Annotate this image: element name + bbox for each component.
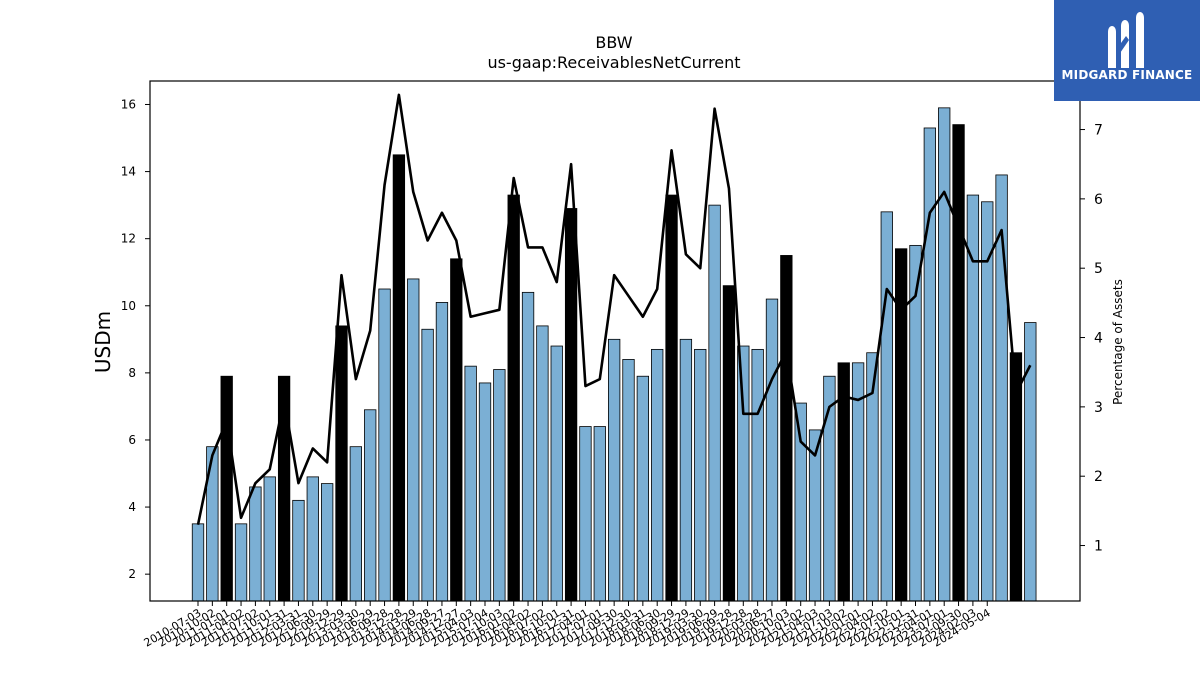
- bar: [421, 328, 434, 602]
- bar: [450, 258, 463, 602]
- bar: [880, 211, 893, 602]
- brand-mark-icon: [1108, 12, 1144, 68]
- bar: [722, 285, 736, 602]
- bar: [335, 325, 348, 602]
- bar: [665, 194, 678, 602]
- bar: [751, 348, 764, 602]
- bar: [478, 382, 492, 602]
- y2-tick-label: 3: [1094, 400, 1103, 416]
- bar: [593, 426, 606, 602]
- bar: [579, 426, 592, 602]
- plot-frame: [149, 80, 1081, 602]
- bar: [464, 365, 477, 602]
- bar: [435, 302, 449, 602]
- bar: [392, 154, 406, 602]
- chart-title: BBW: [595, 33, 632, 52]
- y2-axis-label: Percentage of Assets: [1111, 279, 1125, 405]
- y2-tick-label: 6: [1094, 192, 1103, 208]
- y-tick-label: 2: [128, 567, 136, 581]
- bar: [923, 127, 936, 602]
- bar: [234, 523, 248, 602]
- bar: [550, 345, 563, 602]
- bar: [306, 476, 319, 602]
- y-tick-label: 14: [121, 165, 136, 179]
- y-axis: 2 4 6 8 10 12 14 16: [121, 97, 150, 581]
- bar: [320, 483, 334, 602]
- bar: [1024, 322, 1037, 602]
- y-tick-label: 8: [128, 366, 136, 380]
- y-tick-label: 6: [128, 433, 136, 447]
- y2-tick-label: 2: [1094, 469, 1103, 485]
- bar: [694, 348, 707, 602]
- bar: [636, 375, 649, 602]
- bar: [349, 446, 363, 602]
- bar: [952, 124, 965, 602]
- bar: [263, 476, 276, 602]
- bar: [191, 523, 205, 602]
- y-tick-label: 16: [121, 97, 136, 111]
- bar: [364, 409, 377, 602]
- bar: [608, 338, 621, 602]
- percentage-line: [196, 93, 1032, 525]
- y-tick-label: 10: [121, 299, 136, 313]
- y2-tick-label: 1: [1094, 539, 1103, 555]
- bar: [622, 359, 635, 602]
- y-tick-label: 12: [121, 232, 136, 246]
- bar: [277, 375, 291, 602]
- y-axis-label: USDm: [91, 311, 115, 373]
- bar: [407, 278, 420, 602]
- y2-tick-label: 7: [1094, 123, 1103, 139]
- bar: [378, 288, 391, 602]
- bar: [794, 402, 807, 602]
- bar: [780, 255, 793, 602]
- brand-logo: MIDGARD FINANCE: [1054, 0, 1200, 101]
- bar: [507, 194, 520, 602]
- bar: [938, 107, 951, 602]
- bar: [895, 248, 908, 602]
- bar: [220, 375, 233, 602]
- bar: [737, 345, 750, 602]
- bar: [679, 338, 693, 602]
- y2-tick-label: 4: [1094, 331, 1103, 347]
- bar: [966, 194, 980, 602]
- bar: [536, 325, 549, 602]
- chart-subtitle: us-gaap:ReceivablesNetCurrent: [487, 53, 740, 72]
- x-axis: 2010-07-032010-10-022011-01-012011-04-02…: [142, 601, 993, 650]
- y2-tick-label: 5: [1094, 261, 1103, 277]
- bar: [249, 486, 262, 602]
- y2-axis: 1 2 3 4 5 6 7: [1080, 123, 1103, 555]
- bar: [651, 348, 664, 602]
- bar: [292, 499, 305, 602]
- bar-series: [191, 107, 1037, 602]
- bar: [493, 369, 506, 602]
- bar: [708, 204, 721, 602]
- brand-name: MIDGARD FINANCE: [1061, 68, 1193, 82]
- y-tick-label: 4: [128, 500, 136, 514]
- bar: [564, 208, 578, 602]
- bar: [521, 291, 535, 602]
- bar: [765, 298, 779, 602]
- line-series: [196, 93, 1032, 525]
